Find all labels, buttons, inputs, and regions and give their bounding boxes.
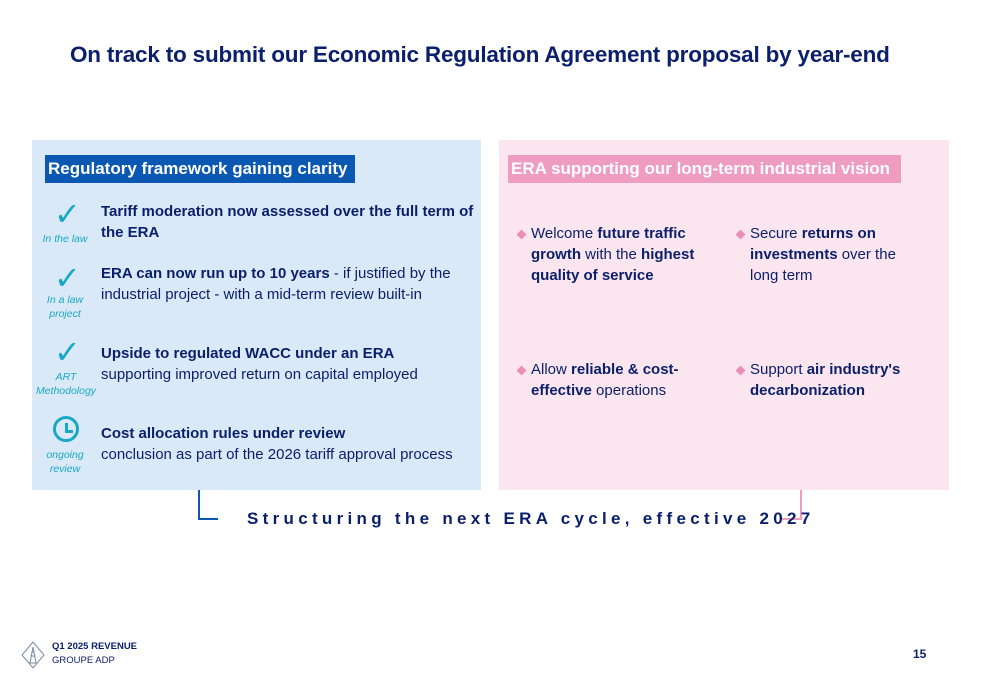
bullet-bold: returns on investments: [750, 225, 876, 263]
page-number: 15: [913, 647, 927, 661]
item-normal: supporting improved return on capital em…: [101, 366, 418, 383]
bullet-bold: air industry's decarbonization: [750, 361, 901, 399]
bullet-text: Allow: [531, 361, 572, 378]
bullet-text: Support: [750, 361, 807, 378]
era-cycle-statement: Structuring the next ERA cycle, effectiv…: [247, 509, 815, 528]
eiffel-logo-icon: [21, 641, 45, 669]
item-normal: - if justified by the industrial project…: [101, 265, 451, 303]
bullet-text: over the long term: [750, 246, 896, 284]
check-icon: ✓: [54, 196, 81, 232]
page-title: On track to submit our Economic Regulati…: [70, 42, 890, 67]
item-bold: ERA can now run up to 10 years: [101, 265, 330, 282]
item-normal: conclusion as part of the 2026 tariff ap…: [101, 446, 453, 463]
status-tag-ongoing: ongoing review: [46, 449, 84, 475]
right-bracket: [782, 490, 802, 520]
status-tag-art: ART Methodology: [35, 371, 97, 397]
bullet-bold: highest quality of service: [531, 246, 695, 284]
framework-item-tariff: Tariff moderation now assessed over the …: [101, 201, 476, 243]
check-icon: ✓: [54, 334, 81, 370]
footer-company: GROUPE ADP: [52, 655, 115, 666]
vision-header: ERA supporting our long-term industrial …: [508, 155, 901, 183]
regulatory-header: Regulatory framework gaining clarity: [45, 155, 355, 183]
vision-panel: [499, 140, 949, 490]
framework-item-wacc: Upside to regulated WACC under an ERA sup…: [101, 343, 476, 385]
bullet-text: Welcome: [531, 225, 598, 242]
vision-bullet-returns: Secure returns on investments over the l…: [750, 223, 920, 286]
regulatory-panel: [32, 140, 481, 490]
vision-bullet-operations: Allow reliable & cost-effective operatio…: [531, 359, 701, 401]
footer-report-name: Q1 2025 REVENUE: [52, 641, 138, 652]
check-icon: ✓: [54, 260, 81, 296]
item-bold: Cost allocation rules under review: [101, 425, 346, 442]
vision-bullet-decarbonization: Support air industry's decarbonization: [750, 359, 925, 401]
framework-item-duration: ERA can now run up to 10 years - if just…: [101, 263, 476, 305]
status-tag-law: In the law: [42, 233, 88, 245]
bullet-text: operations: [591, 382, 667, 399]
left-bracket: [198, 490, 218, 520]
status-tag-law-project: In a law project: [46, 294, 84, 320]
item-bold: Upside to regulated WACC under an ERA: [101, 345, 395, 362]
bullet-bold: reliable & cost-effective: [531, 361, 679, 399]
bullet-text: Secure: [750, 225, 802, 242]
bullet-text: with the: [581, 246, 642, 263]
framework-item-cost: Cost allocation rules under review conclu…: [101, 423, 476, 465]
bullet-bold: future traffic growth: [531, 225, 686, 263]
item-bold: Tariff moderation now assessed over the …: [101, 203, 474, 241]
vision-bullet-traffic: Welcome future traffic growth with the h…: [531, 223, 716, 286]
clock-icon: [53, 416, 79, 442]
